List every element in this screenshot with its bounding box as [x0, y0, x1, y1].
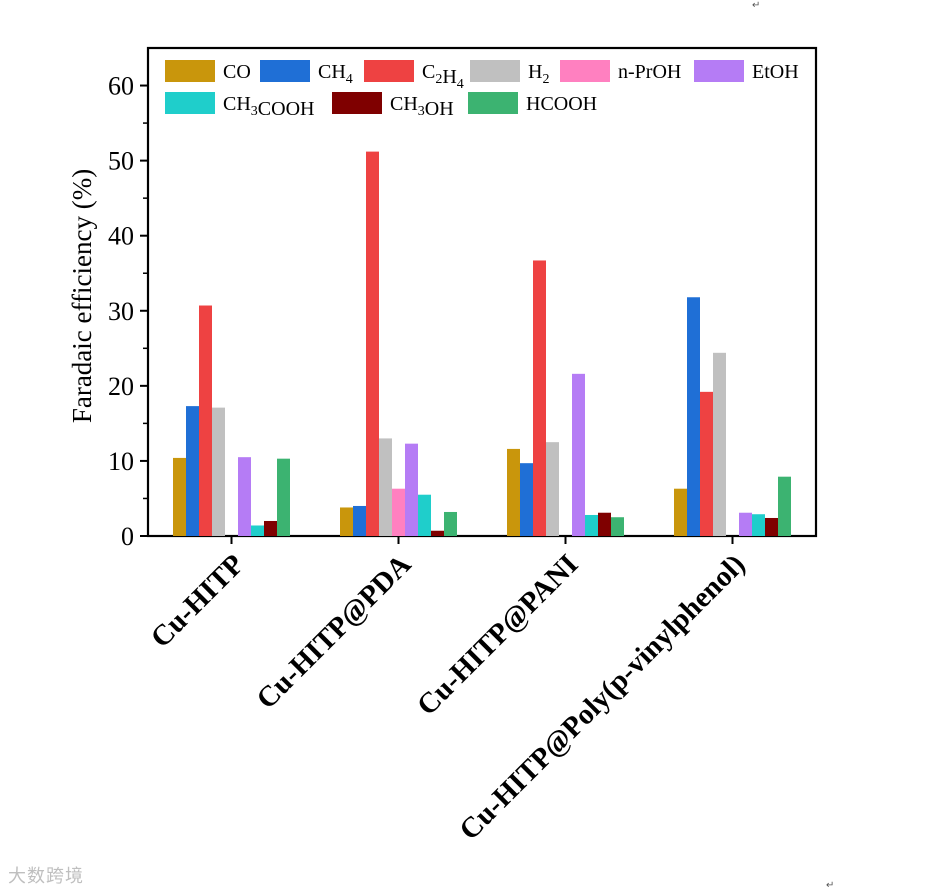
legend-swatch [332, 92, 382, 114]
bar [366, 151, 379, 537]
bar [520, 463, 533, 536]
bar [431, 530, 444, 536]
x-tick-label: Cu-HITP@PDA [250, 548, 417, 715]
legend-label: CH3COOH [223, 93, 314, 120]
y-tick-label: 30 [108, 297, 134, 326]
legend-swatch [165, 92, 215, 114]
bar [687, 297, 700, 536]
legend-label: CH3OH [390, 93, 454, 120]
legend-label: n-PrOH [618, 61, 681, 83]
legend-swatch [165, 60, 215, 82]
y-tick-label: 10 [108, 447, 134, 476]
bar [418, 494, 431, 536]
x-tick-label: Cu-HITP@PANI [411, 548, 584, 721]
bar [340, 507, 353, 536]
bar [212, 407, 225, 536]
return-mark-bottom: ↵ [826, 880, 835, 891]
bar [199, 305, 212, 536]
bar [765, 517, 778, 536]
bar [700, 391, 713, 536]
bar [507, 448, 520, 536]
bar [379, 438, 392, 536]
watermark-logo: 大数跨境 [8, 866, 84, 887]
bar [611, 517, 624, 536]
x-tick-label: Cu-HITP [145, 548, 251, 654]
y-tick-label: 50 [108, 147, 134, 176]
y-tick-label: 60 [108, 72, 134, 101]
bar [277, 458, 290, 536]
bar [405, 443, 418, 536]
legend-label: EtOH [752, 61, 799, 83]
legend-label: CO [223, 61, 251, 83]
bar [598, 512, 611, 536]
y-tick-label: 20 [108, 372, 134, 401]
legend-label: HCOOH [526, 93, 597, 115]
bar [238, 457, 251, 536]
legend-swatch [364, 60, 414, 82]
bar [186, 406, 199, 536]
legend-swatch [694, 60, 744, 82]
x-tick-label: Cu-HITP@Poly(p-vinylphenol) [453, 548, 751, 846]
bar [585, 514, 598, 536]
legend-label: C2H4 [422, 61, 464, 92]
bar [533, 260, 546, 536]
legend-label: H2 [528, 61, 549, 87]
bar [251, 525, 264, 536]
bar [752, 514, 765, 536]
legend-swatch [468, 92, 518, 114]
bar [546, 442, 559, 536]
bar [353, 505, 366, 536]
bar [392, 488, 405, 536]
bar [713, 352, 726, 536]
legend-swatch [260, 60, 310, 82]
legend-label: CH4 [318, 61, 353, 87]
y-tick-label: 40 [108, 222, 134, 251]
bar [264, 520, 277, 536]
bar [739, 512, 752, 536]
y-axis-label: Faradaic efficiency (%) [67, 169, 97, 423]
legend-swatch [470, 60, 520, 82]
y-tick-label: 0 [121, 522, 134, 551]
bar [173, 457, 186, 536]
legend-swatch [560, 60, 610, 82]
bar [444, 511, 457, 536]
plot-frame [146, 46, 818, 538]
bar [572, 373, 585, 536]
bar [674, 488, 687, 536]
return-mark-top: ↵ [752, 0, 761, 11]
bar [778, 476, 791, 536]
